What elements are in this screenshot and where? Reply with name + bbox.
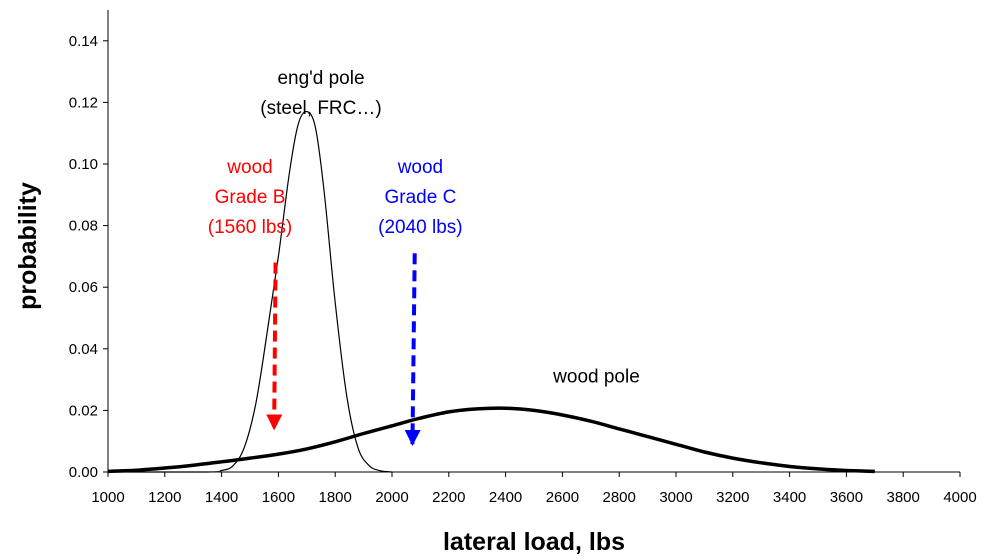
x-tick-label: 1200	[148, 489, 181, 506]
x-tick-label: 3800	[887, 489, 920, 506]
x-tick-label: 2400	[489, 489, 522, 506]
arrow-layer	[266, 253, 421, 446]
series-layer	[107, 110, 875, 474]
series-line-wood-pole	[107, 406, 875, 474]
grade-c-arrow	[404, 253, 421, 446]
y-tick-label: 0.10	[69, 156, 98, 173]
annotation-line: wood	[397, 157, 443, 178]
x-tick-label: 2200	[432, 489, 465, 506]
x-tick-label: 2600	[546, 489, 579, 506]
grade-b-arrow	[266, 262, 283, 431]
y-axis-title: probability	[14, 182, 42, 310]
y-tick-label: 0.02	[69, 402, 98, 419]
y-tick-label: 0.06	[69, 279, 98, 296]
annotation-line: (1560 lbs)	[208, 217, 293, 238]
series-line-engd-pole	[108, 110, 393, 473]
x-tick-label: 3200	[716, 489, 749, 506]
plot-area: 1000 1200 1400 1600 1800 2000 2200 2400 2600 2800…	[69, 10, 977, 506]
y-ticks: 0.00 0.02 0.04 0.06 0.08 0.10 0.12 0.14	[69, 33, 108, 481]
x-tick-label: 2800	[603, 489, 636, 506]
x-axis-title: lateral load, lbs	[443, 528, 625, 556]
x-tick-label: 4000	[943, 489, 976, 506]
annotation-line: (steel, FRC…)	[260, 98, 381, 119]
x-tick-label: 1000	[91, 489, 124, 506]
x-tick-label: 3600	[830, 489, 863, 506]
y-tick-label: 0.12	[69, 94, 98, 111]
x-tick-label: 3000	[659, 489, 692, 506]
x-tick-label: 1800	[319, 489, 352, 506]
x-ticks: 1000 1200 1400 1600 1800 2000 2200 2400 2600 2800…	[91, 472, 977, 506]
x-tick-label: 1400	[205, 489, 238, 506]
annotation-grade-b: wood Grade B (1560 lbs)	[208, 157, 293, 238]
y-tick-label: 0.08	[69, 218, 98, 235]
x-tick-label: 1600	[262, 489, 295, 506]
y-tick-label: 0.04	[69, 341, 98, 358]
annotation-wood-pole: wood pole	[552, 367, 640, 388]
annotation-line: wood pole	[552, 367, 640, 388]
annotation-line: (2040 lbs)	[378, 217, 463, 238]
annotation-line: Grade B	[215, 187, 286, 208]
annotation-line: eng'd pole	[277, 68, 364, 89]
annotation-line: wood	[226, 157, 272, 178]
annotation-layer: eng'd pole (steel, FRC…) wood pole wood Grad…	[208, 68, 640, 388]
x-tick-label: 2000	[375, 489, 408, 506]
annotation-engd-pole: eng'd pole (steel, FRC…)	[260, 68, 381, 119]
annotation-grade-c: wood Grade C (2040 lbs)	[378, 157, 463, 238]
y-tick-label: 0.14	[69, 33, 98, 50]
annotation-line: Grade C	[384, 187, 456, 208]
x-tick-label: 3400	[773, 489, 806, 506]
y-tick-label: 0.00	[69, 464, 98, 481]
